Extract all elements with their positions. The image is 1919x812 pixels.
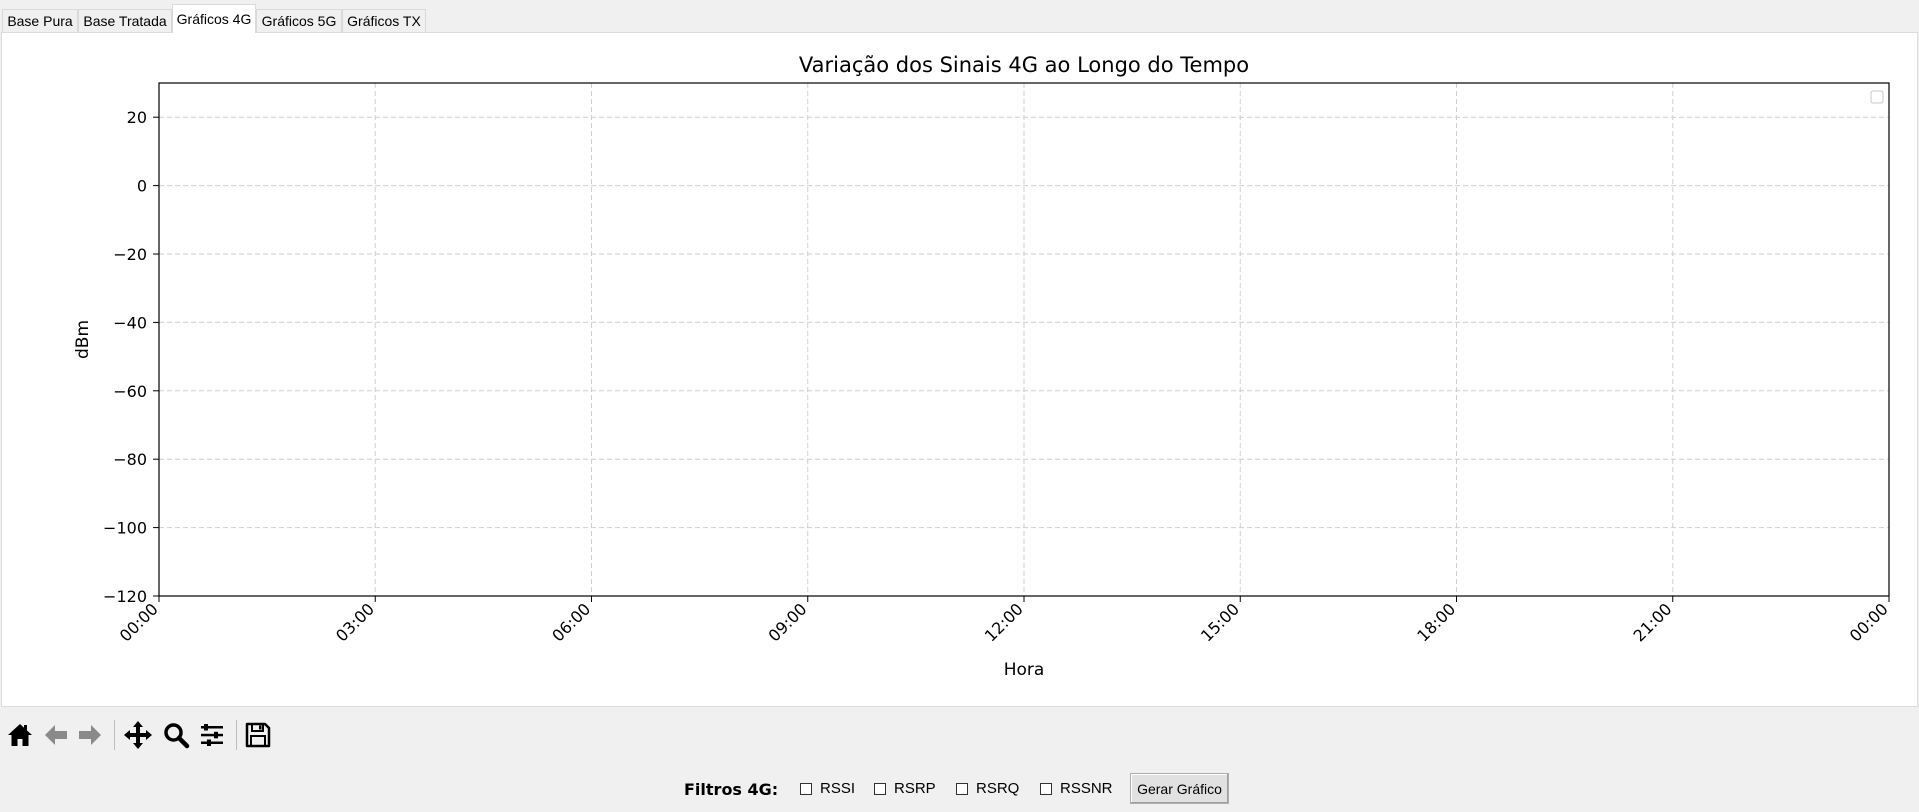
zoom-icon[interactable] xyxy=(160,719,192,751)
x-tick-label: 18:00 xyxy=(1413,599,1459,645)
x-tick-label: 06:00 xyxy=(548,599,594,645)
tab-gr-ficos-tx[interactable]: Gráficos TX xyxy=(342,9,426,32)
rssnr-checkbox[interactable]: RSSNR xyxy=(1040,780,1113,797)
checkbox-box[interactable] xyxy=(1040,782,1052,795)
rssi-checkbox[interactable]: RSSI xyxy=(800,780,855,797)
chart-canvas-panel xyxy=(1,32,1918,707)
x-tick-label: 00:00 xyxy=(116,599,162,645)
legend-box xyxy=(1870,90,1884,104)
tab-base-pura[interactable]: Base Pura xyxy=(2,9,78,32)
x-tick-label: 03:00 xyxy=(332,599,378,645)
y-tick-label: 20 xyxy=(127,108,147,127)
y-tick-label: −80 xyxy=(113,450,147,469)
y-tick-label: −120 xyxy=(103,587,147,606)
rsrp-checkbox-label: RSRP xyxy=(894,780,936,797)
y-tick-label: −60 xyxy=(113,382,147,401)
forward-arrow-icon[interactable] xyxy=(74,719,106,751)
navigation-toolbar xyxy=(0,714,600,756)
configure-subplots-icon[interactable] xyxy=(196,719,228,751)
toolbar-separator xyxy=(114,720,115,750)
y-axis-label: dBm xyxy=(73,320,93,359)
checkbox-box[interactable] xyxy=(800,782,812,795)
tab-gr-ficos-5g[interactable]: Gráficos 5G xyxy=(256,9,342,32)
toolbar-separator xyxy=(236,720,237,750)
y-tick-label: −100 xyxy=(103,519,147,538)
filters-label: Filtros 4G: xyxy=(684,780,779,799)
y-tick-label: 0 xyxy=(137,177,147,196)
rsrq-checkbox[interactable]: RSRQ xyxy=(956,780,1019,797)
rsrp-checkbox[interactable]: RSRP xyxy=(874,780,936,797)
generate-chart-button[interactable]: Gerar Gráfico xyxy=(1130,773,1229,804)
chart-title: Variação dos Sinais 4G ao Longo do Tempo xyxy=(799,53,1249,77)
tab-bar: Base Pura Base Tratada Gráficos 4G Gráficos… xyxy=(0,0,1919,33)
tab-gr-ficos-4g[interactable]: Gráficos 4G xyxy=(172,4,256,33)
x-tick-label: 21:00 xyxy=(1630,599,1676,645)
tab-base-tratada[interactable]: Base Tratada xyxy=(78,9,172,32)
rssnr-checkbox-label: RSSNR xyxy=(1060,780,1113,797)
x-axis-label: Hora xyxy=(1004,660,1045,680)
filters-bar: Filtros 4G: RSSI RSRP RSRQ RSSNR Gerar G… xyxy=(0,770,1919,806)
checkbox-box[interactable] xyxy=(874,782,886,795)
home-icon[interactable] xyxy=(4,719,36,751)
y-tick-label: −20 xyxy=(113,245,147,264)
pan-icon[interactable] xyxy=(122,719,154,751)
x-tick-label: 00:00 xyxy=(1846,599,1892,645)
checkbox-box[interactable] xyxy=(956,782,968,795)
rssi-checkbox-label: RSSI xyxy=(820,780,856,797)
y-tick-label: −40 xyxy=(113,313,147,332)
rsrq-checkbox-label: RSRQ xyxy=(976,780,1020,797)
x-tick-label: 15:00 xyxy=(1197,599,1243,645)
x-tick-label: 09:00 xyxy=(765,599,811,645)
save-icon[interactable] xyxy=(242,719,274,751)
back-arrow-icon[interactable] xyxy=(40,719,72,751)
x-tick-label: 12:00 xyxy=(981,599,1027,645)
